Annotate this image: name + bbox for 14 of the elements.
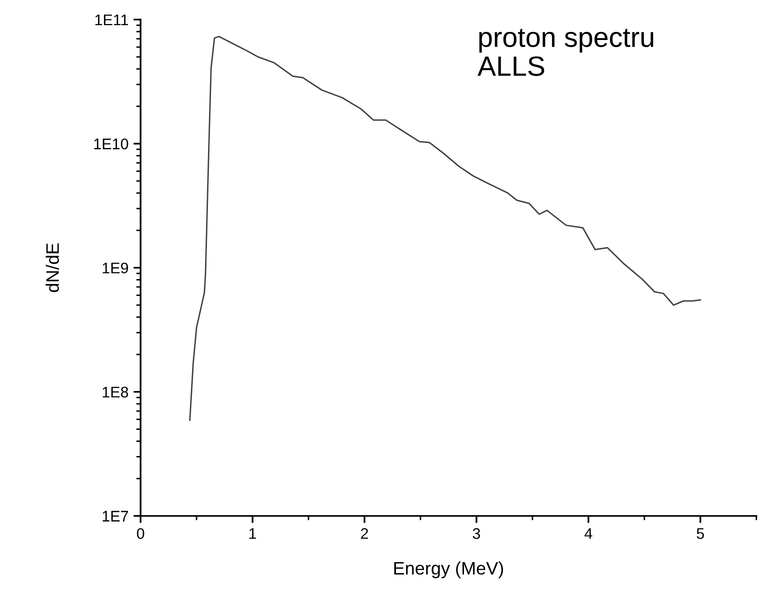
y-tick-label: 1E11 [95, 14, 128, 26]
y-tick-label: 1E8 [102, 386, 128, 398]
x-tick-label: 5 [696, 528, 704, 539]
y-tick-label: 1E9 [102, 262, 128, 274]
x-tick-label: 0 [136, 528, 144, 539]
y-axis-title: dN/dE [46, 243, 59, 292]
y-tick-label: 1E7 [102, 510, 128, 522]
x-axis-title: Energy (MeV) [394, 561, 504, 578]
x-tick-label: 3 [472, 528, 480, 539]
annotation: proton spectru ALLS [478, 28, 654, 76]
x-tick-label: 4 [584, 528, 592, 539]
y-tick-label: 1E10 [94, 138, 128, 150]
x-tick-label: 2 [361, 528, 368, 539]
x-tick-label: 1 [249, 528, 256, 539]
